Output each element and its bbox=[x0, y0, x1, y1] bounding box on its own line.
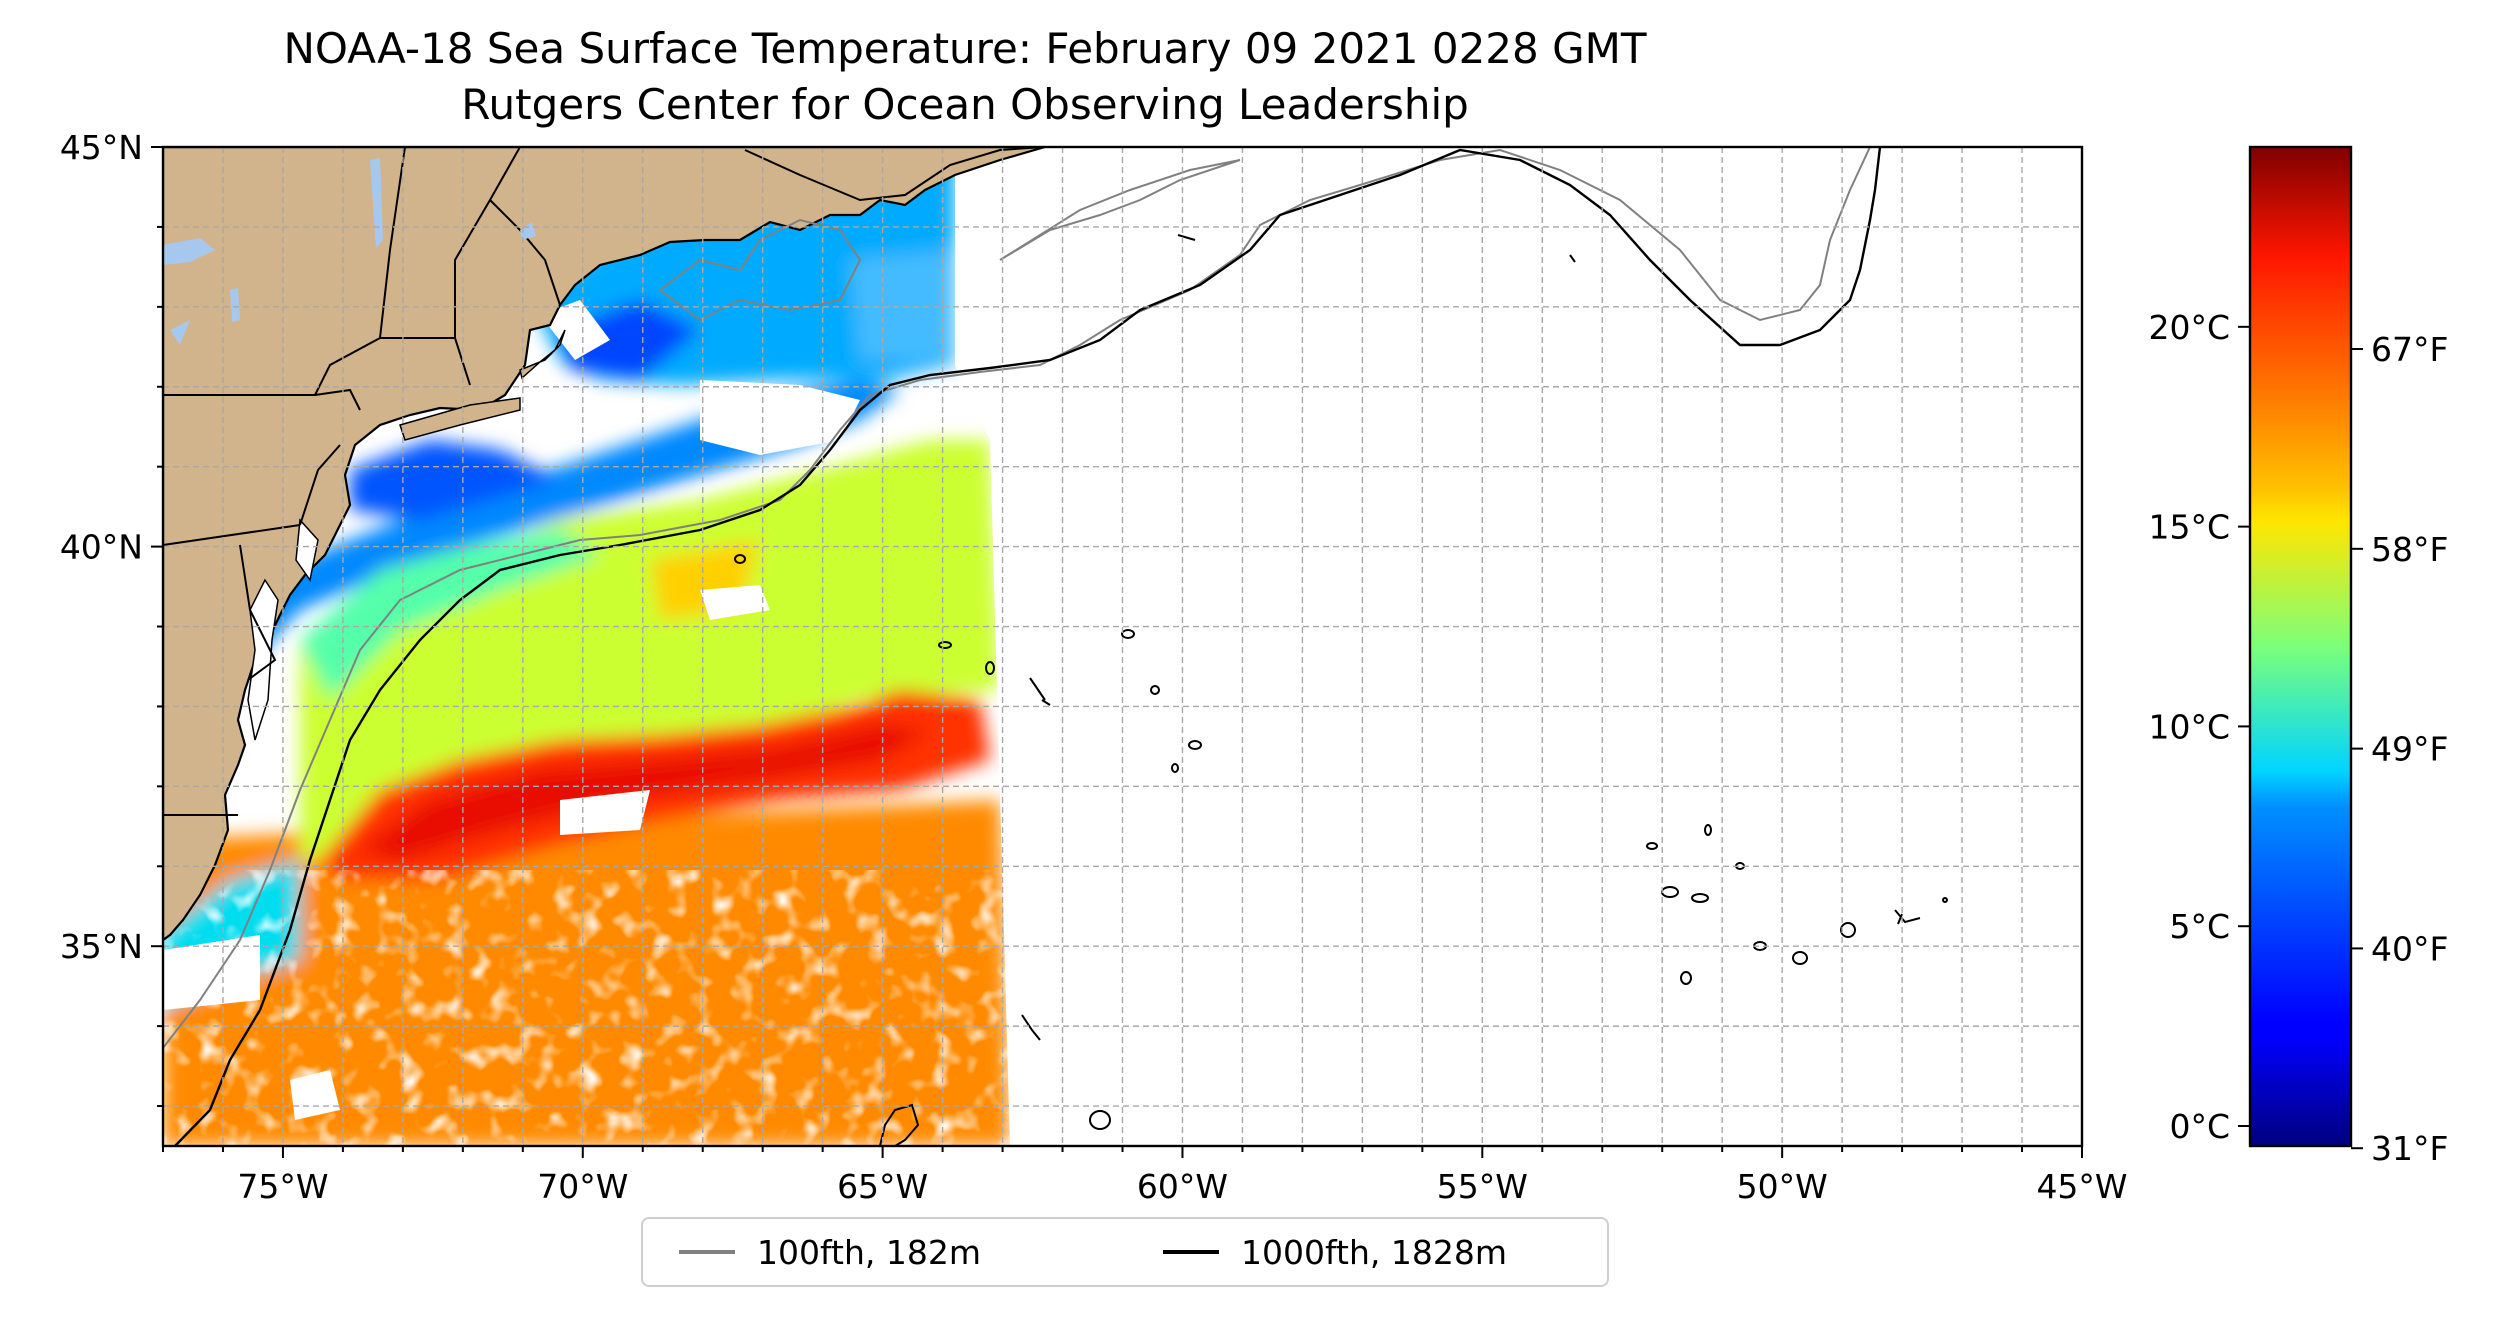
y-axis: 35°N 40°N 45°N bbox=[60, 128, 163, 1108]
land-mass bbox=[163, 147, 1046, 942]
long-island bbox=[399, 397, 521, 441]
isobath-100fth-browns-bank bbox=[999, 159, 1241, 261]
lakes bbox=[163, 158, 536, 345]
x-tick-label: 50°W bbox=[1737, 1167, 1828, 1206]
graticule bbox=[163, 147, 2082, 1146]
colorbar-celsius-label: 20°C bbox=[2148, 308, 2230, 347]
cloud-mask-south bbox=[163, 870, 1010, 1146]
isobath-100fth-gulf-of-maine bbox=[658, 218, 862, 322]
x-tick-label: 75°W bbox=[237, 1167, 328, 1206]
y-tick-label: 45°N bbox=[60, 128, 143, 167]
isobath-1000fth-line bbox=[174, 147, 1882, 1146]
state-borders bbox=[163, 147, 561, 816]
scotian-shelf-warm bbox=[850, 250, 955, 360]
colorbar-scale bbox=[2248, 145, 2353, 1148]
nova-scotia-coast bbox=[744, 147, 1046, 202]
chart-subtitle: Rutgers Center for Ocean Observing Leade… bbox=[461, 80, 1469, 129]
colorbar-fahrenheit-label: 40°F bbox=[2371, 929, 2448, 968]
colorbar-celsius-label: 10°C bbox=[2148, 707, 2230, 746]
legend-swatch-1000fth bbox=[1163, 1250, 1219, 1254]
x-tick-label: 45°W bbox=[2036, 1167, 2127, 1206]
legend-entry-1000fth: 1000fth, 1828m bbox=[1163, 1219, 1507, 1285]
colorbar-celsius-label: 15°C bbox=[2148, 508, 2230, 547]
colorbar-celsius-axis: 0°C 5°C 10°C 15°C 20°C bbox=[2148, 308, 2250, 1146]
legend-label-100fth: 100fth, 182m bbox=[757, 1232, 981, 1272]
colorbar-fahrenheit-label: 49°F bbox=[2371, 730, 2448, 769]
land bbox=[163, 147, 1046, 942]
cloud-mask bbox=[163, 300, 860, 1120]
colorbar-celsius-label: 0°C bbox=[2169, 1107, 2230, 1146]
y-tick-label: 40°N bbox=[60, 528, 143, 567]
chart-title: NOAA-18 Sea Surface Temperature: Februar… bbox=[283, 24, 1647, 73]
legend-swatch-100fth bbox=[679, 1250, 735, 1254]
sst-field bbox=[163, 150, 1010, 1146]
colorbar-fahrenheit-label: 31°F bbox=[2371, 1129, 2448, 1168]
isobath-100fth-line bbox=[163, 147, 1871, 1049]
colorbar-fahrenheit-label: 58°F bbox=[2371, 530, 2448, 569]
lake-ontario-edge bbox=[163, 238, 215, 265]
legend-entry-100fth: 100fth, 182m bbox=[679, 1219, 981, 1285]
lake-champlain bbox=[370, 158, 383, 248]
x-tick-label: 70°W bbox=[537, 1167, 628, 1206]
colorbar-celsius-label: 5°C bbox=[2169, 907, 2230, 946]
colorbar-fahrenheit-axis: 31°F 40°F 49°F 58°F 67°F bbox=[2351, 330, 2448, 1168]
legend-label-1000fth: 1000fth, 1828m bbox=[1241, 1232, 1507, 1272]
x-tick-label: 60°W bbox=[1137, 1167, 1228, 1206]
y-tick-label: 35°N bbox=[60, 927, 143, 966]
legend: 100fth, 182m 1000fth, 1828m bbox=[641, 1217, 1609, 1287]
colorbar-fahrenheit-label: 67°F bbox=[2371, 330, 2448, 369]
cape-cod bbox=[519, 329, 566, 380]
bermuda-rise bbox=[879, 1103, 920, 1146]
slope-sea-region bbox=[300, 440, 1000, 860]
shelf-edge-green bbox=[300, 530, 600, 700]
x-tick-label: 55°W bbox=[1437, 1167, 1528, 1206]
x-axis: 75°W 70°W 65°W 60°W 55°W 50°W 45°W bbox=[162, 1146, 2128, 1206]
x-tick-label: 65°W bbox=[837, 1167, 928, 1206]
lake-winnipesaukee bbox=[520, 222, 536, 240]
